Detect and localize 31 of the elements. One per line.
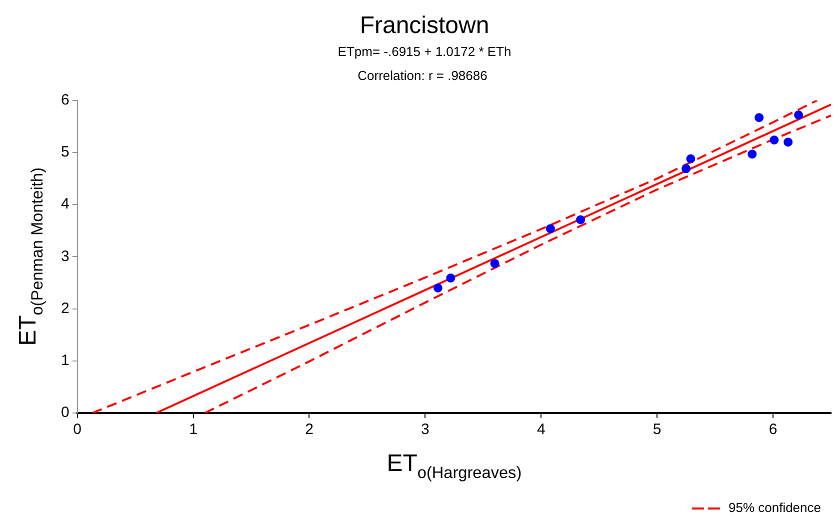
y-tick-label: 3 bbox=[61, 248, 70, 265]
point bbox=[784, 138, 793, 147]
legend-label: 95% confidence bbox=[728, 500, 822, 516]
point bbox=[546, 224, 555, 234]
point bbox=[794, 110, 804, 120]
y-tick-label: 5 bbox=[61, 144, 70, 161]
point bbox=[748, 150, 757, 159]
y-tick-label: 4 bbox=[61, 196, 70, 213]
point bbox=[770, 135, 779, 144]
chart-title: Francistown bbox=[360, 12, 490, 40]
x-tick-label: 4 bbox=[536, 421, 546, 438]
point bbox=[686, 154, 696, 164]
point bbox=[433, 283, 442, 292]
point bbox=[576, 215, 586, 224]
point bbox=[490, 258, 500, 268]
chart-subtitle: ETpm= -.6915 + 1.0172 * ETh bbox=[338, 44, 512, 60]
point bbox=[682, 164, 691, 174]
y-tick-label: 1 bbox=[61, 352, 70, 370]
x-tick-label: 5 bbox=[652, 421, 662, 438]
x-tick-label: 2 bbox=[305, 421, 314, 438]
y-tick-label: 0 bbox=[61, 404, 70, 422]
x-tick-label: 3 bbox=[421, 421, 430, 438]
x-tick-label: 1 bbox=[189, 421, 198, 438]
point bbox=[446, 274, 456, 283]
y-axis-title: ETo(Penman Monteith) bbox=[14, 167, 47, 346]
y-tick-label: 2 bbox=[61, 300, 70, 317]
y-tick-label: 6 bbox=[61, 92, 70, 109]
text: Correlation: r = .98686 bbox=[358, 68, 488, 83]
point bbox=[754, 113, 764, 122]
x-tick-label: 6 bbox=[768, 421, 778, 438]
x-tick-label: 0 bbox=[73, 421, 82, 438]
